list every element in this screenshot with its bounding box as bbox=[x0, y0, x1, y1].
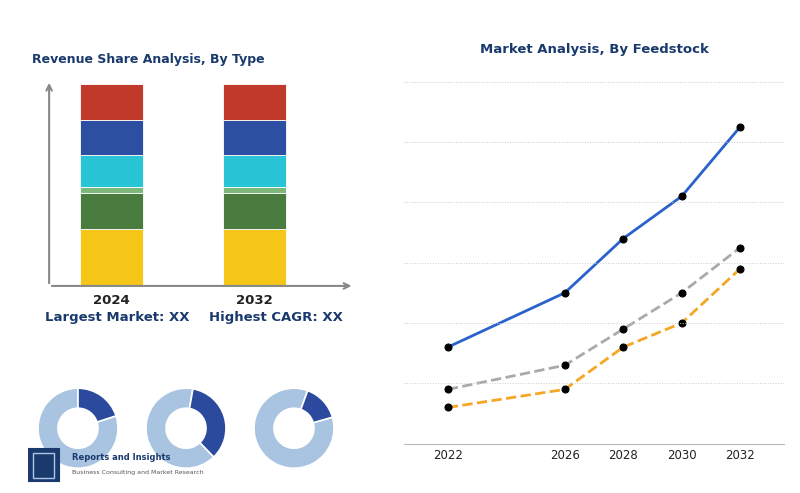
Text: Largest Market: XX: Largest Market: XX bbox=[45, 311, 190, 324]
Wedge shape bbox=[301, 390, 333, 423]
Text: Revenue Share Analysis, By Type: Revenue Share Analysis, By Type bbox=[32, 53, 265, 66]
Title: Market Analysis, By Feedstock: Market Analysis, By Feedstock bbox=[479, 43, 709, 56]
Bar bbox=[223, 229, 286, 286]
Text: Highest CAGR: XX: Highest CAGR: XX bbox=[209, 311, 343, 324]
Bar bbox=[81, 187, 143, 193]
FancyBboxPatch shape bbox=[33, 454, 54, 478]
Bar bbox=[223, 193, 286, 229]
Wedge shape bbox=[190, 389, 226, 457]
Bar bbox=[223, 187, 286, 193]
Wedge shape bbox=[254, 388, 334, 468]
Bar bbox=[81, 193, 143, 229]
Text: Reports and Insights: Reports and Insights bbox=[73, 454, 171, 462]
Bar bbox=[223, 84, 286, 120]
Bar bbox=[81, 155, 143, 187]
Text: Business Consulting and Market Research: Business Consulting and Market Research bbox=[73, 470, 204, 475]
Wedge shape bbox=[146, 388, 214, 468]
FancyBboxPatch shape bbox=[28, 450, 59, 481]
Bar bbox=[81, 229, 143, 286]
Text: SAUDI ARABIA BIODIESEL MARKET ANALYSIS SEGMENT ANALYSIS: SAUDI ARABIA BIODIESEL MARKET ANALYSIS S… bbox=[10, 22, 548, 37]
Wedge shape bbox=[38, 388, 118, 468]
Bar bbox=[223, 120, 286, 155]
Bar bbox=[81, 120, 143, 155]
Bar bbox=[223, 155, 286, 187]
Wedge shape bbox=[78, 388, 116, 422]
Bar bbox=[81, 84, 143, 120]
